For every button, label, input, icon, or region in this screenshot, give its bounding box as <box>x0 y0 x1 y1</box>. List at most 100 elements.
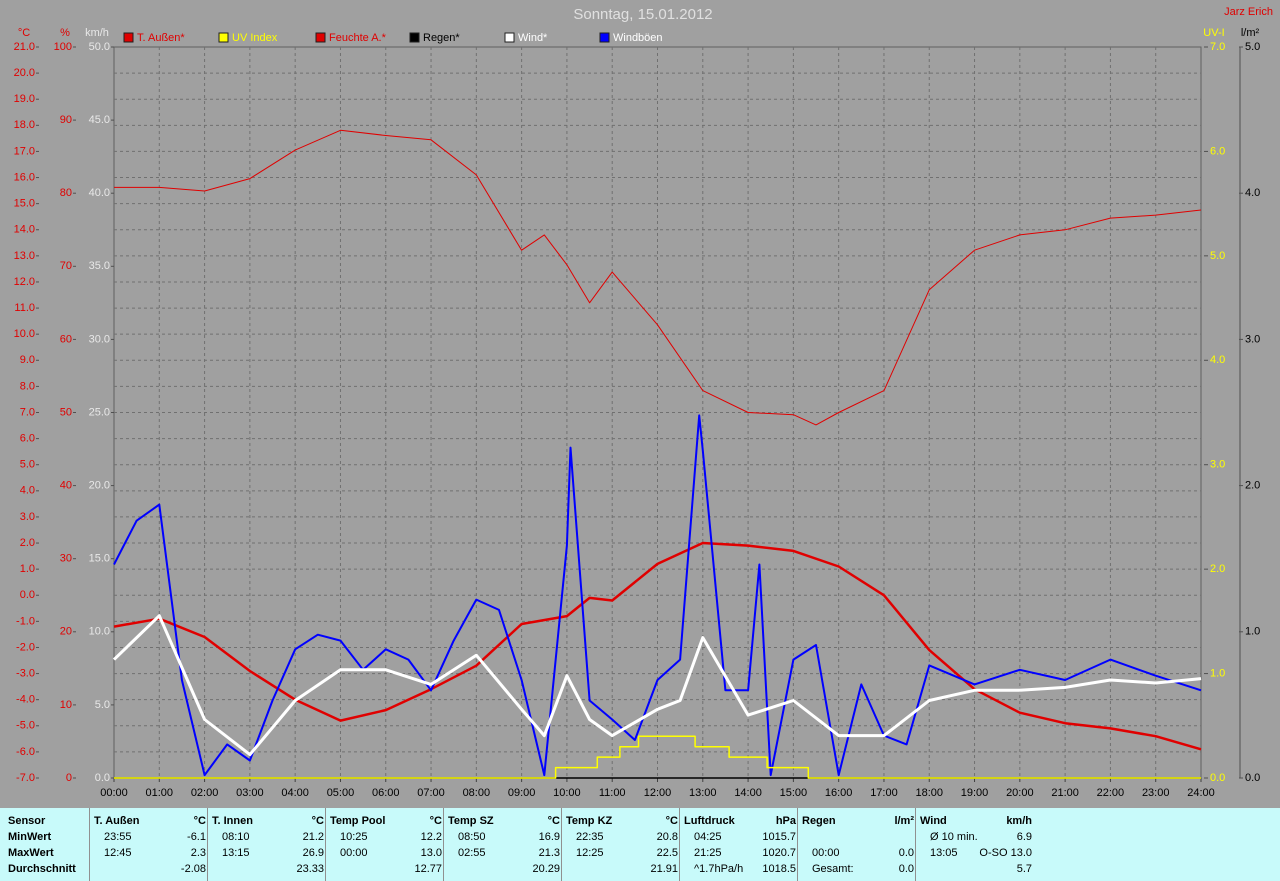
legend-label: Regen* <box>423 32 460 44</box>
series-line <box>114 129 1202 426</box>
legend-label: Wind* <box>518 32 548 44</box>
cell-time: 21:25 <box>694 847 722 859</box>
cell-value: O-SO 13.0 <box>979 847 1032 859</box>
cell-value: 12.2 <box>420 831 442 843</box>
cell-time: 12:45 <box>104 847 132 859</box>
column-header: Regen <box>802 815 836 827</box>
row-label: Sensor <box>8 815 46 827</box>
y-tick-label: 2.0 <box>1210 563 1225 575</box>
legend-swatch <box>504 32 515 43</box>
legend-label: Windböen <box>613 32 663 44</box>
y-tick-label: -4.0 <box>16 694 35 706</box>
y-tick-label: -3.0 <box>16 667 35 679</box>
cell-value: 1015.7 <box>762 831 796 843</box>
cell-value: 16.9 <box>538 831 560 843</box>
cell-time: 02:55 <box>458 847 486 859</box>
column-header: Temp Pool <box>330 815 386 827</box>
x-tick-label: 11:00 <box>599 787 626 799</box>
legend-label: T. Außen* <box>137 32 185 44</box>
x-tick-label: 09:00 <box>508 787 536 799</box>
y-tick-label: 13.0 <box>14 250 35 262</box>
cell-time: 12:25 <box>576 847 604 859</box>
cell-time: 00:00 <box>340 847 368 859</box>
y-tick-label: 80 <box>60 187 72 199</box>
y-tick-label: 0.0 <box>20 589 35 601</box>
column-header: Luftdruck <box>684 815 735 827</box>
column-header: T. Außen <box>94 815 140 827</box>
x-tick-label: 19:00 <box>961 787 989 799</box>
cell-value: 1018.5 <box>762 863 796 875</box>
separator <box>679 808 680 881</box>
separator <box>797 808 798 881</box>
row-label: Durchschnitt <box>8 863 76 875</box>
y-tick-label: 70 <box>60 260 72 272</box>
y-tick-label: 10 <box>60 699 72 711</box>
summary-table: Sensor MinWert MaxWert Durchschnitt T. Außen… <box>0 808 1280 881</box>
y-tick-label: 25.0 <box>89 406 110 418</box>
y-tick-label: 14.0 <box>14 224 35 236</box>
cell-value: 20.8 <box>656 831 678 843</box>
y-tick-label: 0.0 <box>1245 772 1260 784</box>
axis-title: l/m² <box>1241 27 1260 39</box>
y-tick-label: 45.0 <box>89 114 110 126</box>
cell-value: 12.77 <box>414 863 442 875</box>
y-tick-label: 5.0 <box>1210 250 1225 262</box>
cell-value: 6.9 <box>1016 831 1032 843</box>
y-tick-label: 10.0 <box>89 626 110 638</box>
series-line <box>114 735 1201 779</box>
y-tick-label: 3.0 <box>1245 333 1260 345</box>
y-tick-label: 35.0 <box>89 260 110 272</box>
cell-value: 21.91 <box>650 863 678 875</box>
cell-value: -2.08 <box>180 863 206 875</box>
separator <box>89 808 90 881</box>
y-tick-label: -1.0 <box>16 615 35 627</box>
y-tick-label: 3.0 <box>1210 459 1225 471</box>
x-tick-label: 23:00 <box>1142 787 1170 799</box>
y-tick-label: 16.0 <box>14 171 35 183</box>
legend-swatch <box>409 32 420 43</box>
y-tick-label: 8.0 <box>20 380 35 392</box>
y-tick-label: 60 <box>60 333 72 345</box>
cell-time: 23:55 <box>104 831 132 843</box>
y-tick-label: 20.0 <box>14 67 35 79</box>
y-tick-label: 50.0 <box>89 41 110 53</box>
y-tick-label: 17.0 <box>14 145 35 157</box>
x-tick-label: 02:00 <box>191 787 219 799</box>
y-tick-label: 4.0 <box>1210 354 1225 366</box>
y-tick-label: 1.0 <box>1245 626 1260 638</box>
y-tick-label: 30 <box>60 553 72 565</box>
column-unit: °C <box>193 815 206 827</box>
y-tick-label: 30.0 <box>89 333 110 345</box>
cell-time: ^1.7hPa/h <box>694 863 744 875</box>
legend-label: UV Index <box>232 32 278 44</box>
cell-value: 5.7 <box>1016 863 1032 875</box>
y-tick-label: 19.0 <box>14 93 35 105</box>
x-tick-label: 05:00 <box>327 787 355 799</box>
x-tick-label: 04:00 <box>281 787 309 799</box>
x-tick-label: 10:00 <box>553 787 581 799</box>
series-line <box>112 614 1202 757</box>
y-tick-label: 9.0 <box>20 354 35 366</box>
cell-value: 23.33 <box>296 863 324 875</box>
x-tick-label: 20:00 <box>1006 787 1034 799</box>
separator <box>325 808 326 881</box>
y-tick-label: 50 <box>60 406 72 418</box>
y-tick-label: 4.0 <box>20 485 35 497</box>
separator <box>915 808 916 881</box>
row-label: MinWert <box>8 831 52 843</box>
y-tick-label: 11.0 <box>14 302 35 314</box>
cell-time: 04:25 <box>694 831 722 843</box>
separator <box>561 808 562 881</box>
y-tick-label: 15.0 <box>89 553 110 565</box>
legend-swatch <box>599 32 610 43</box>
y-tick-label: 1.0 <box>1210 667 1225 679</box>
column-unit: l/m² <box>894 815 914 827</box>
y-tick-label: 20 <box>60 626 72 638</box>
legend-swatch <box>123 32 134 43</box>
column-unit: hPa <box>775 815 796 827</box>
cell-time: 08:10 <box>222 831 250 843</box>
x-tick-label: 17:00 <box>870 787 898 799</box>
x-tick-label: 06:00 <box>372 787 400 799</box>
axis-title: UV-I <box>1203 27 1224 39</box>
cell-time: Ø 10 min. <box>930 831 978 843</box>
